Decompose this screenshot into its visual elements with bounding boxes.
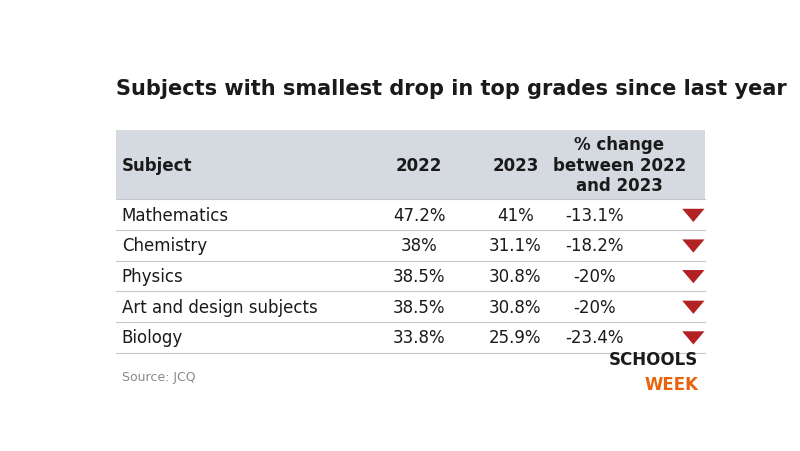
Text: % change
between 2022
and 2023: % change between 2022 and 2023: [553, 135, 686, 195]
Text: 30.8%: 30.8%: [489, 267, 542, 285]
Text: SCHOOLS: SCHOOLS: [609, 350, 698, 368]
Text: Mathematics: Mathematics: [122, 206, 229, 224]
Text: 30.8%: 30.8%: [489, 298, 542, 316]
Text: -23.4%: -23.4%: [566, 328, 624, 346]
Text: -20%: -20%: [574, 298, 616, 316]
Text: -18.2%: -18.2%: [566, 237, 624, 255]
Text: 2022: 2022: [396, 156, 442, 174]
Text: Art and design subjects: Art and design subjects: [122, 298, 318, 316]
Text: -20%: -20%: [574, 267, 616, 285]
Text: 41%: 41%: [497, 206, 534, 224]
Polygon shape: [682, 209, 705, 222]
Text: Source: JCQ: Source: JCQ: [122, 371, 195, 383]
Polygon shape: [682, 240, 705, 253]
Text: Biology: Biology: [122, 328, 183, 346]
Text: 2023: 2023: [492, 156, 538, 174]
Polygon shape: [682, 331, 705, 345]
Text: Physics: Physics: [122, 267, 183, 285]
Text: WEEK: WEEK: [644, 375, 698, 393]
Text: 33.8%: 33.8%: [393, 328, 446, 346]
Text: 47.2%: 47.2%: [393, 206, 446, 224]
Text: 31.1%: 31.1%: [489, 237, 542, 255]
Text: -13.1%: -13.1%: [566, 206, 624, 224]
Polygon shape: [682, 271, 705, 284]
Text: 25.9%: 25.9%: [489, 328, 542, 346]
Text: 38%: 38%: [401, 237, 438, 255]
Text: 38.5%: 38.5%: [393, 298, 446, 316]
Text: Subjects with smallest drop in top grades since last year: Subjects with smallest drop in top grade…: [115, 78, 786, 98]
Text: Subject: Subject: [122, 156, 192, 174]
Polygon shape: [682, 301, 705, 314]
Text: 38.5%: 38.5%: [393, 267, 446, 285]
Text: Chemistry: Chemistry: [122, 237, 207, 255]
